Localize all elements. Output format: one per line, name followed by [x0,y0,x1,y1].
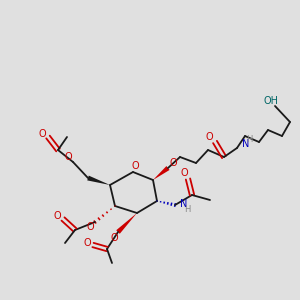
Polygon shape [153,166,169,180]
Text: O: O [64,152,72,162]
Text: O: O [169,158,177,168]
Text: O: O [83,238,91,248]
Text: O: O [205,132,213,142]
Text: H: H [246,134,252,143]
Text: H: H [184,206,190,214]
Polygon shape [87,176,110,185]
Text: N: N [180,199,188,209]
Text: O: O [131,161,139,171]
Text: N: N [242,139,249,149]
Text: O: O [180,168,188,178]
Text: O: O [53,211,61,221]
Text: OH: OH [263,96,278,106]
Polygon shape [116,213,137,234]
Text: O: O [86,222,94,232]
Text: O: O [110,233,118,243]
Text: O: O [38,129,46,139]
